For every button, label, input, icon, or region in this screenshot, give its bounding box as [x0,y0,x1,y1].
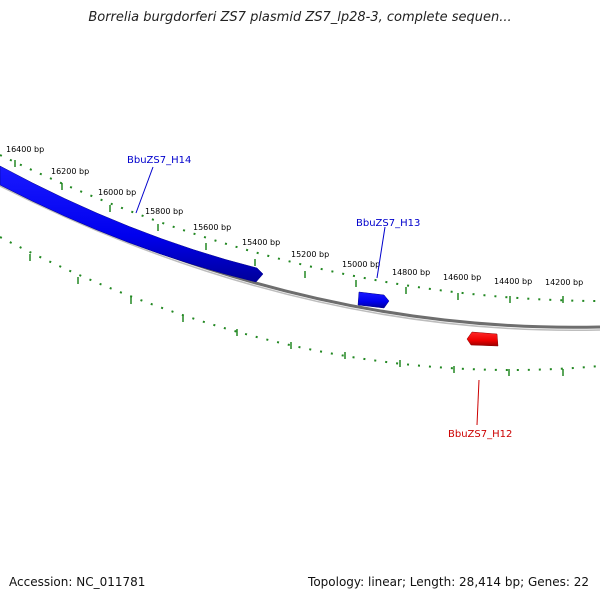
tick-label: 15000 bp [342,260,380,269]
leader-line-h13 [376,226,386,279]
gene-arrow-h12[interactable] [466,331,499,347]
backbone-inner [0,185,600,332]
inner-tick-track [0,236,600,371]
map-title: Borrelia burgdorferi ZS7 plasmid ZS7_lp2… [88,10,512,25]
tick-label: 16400 bp [6,145,44,154]
gene-label-h12[interactable]: BbuZS7_H12 [448,429,512,440]
accession-text: Accession: NC_011781 [9,575,146,589]
tick-label: 14600 bp [443,273,481,282]
gene-arrow-h13[interactable] [357,291,390,309]
tick-label: 14800 bp [392,268,430,277]
tick-label: 15400 bp [242,238,280,247]
summary-text: Topology: linear; Length: 28,414 bp; Gen… [308,575,589,589]
outer-tick-track [0,154,600,302]
leader-line-h14 [135,166,154,214]
tick-label: 14400 bp [494,277,532,286]
gene-arrow-h14[interactable] [0,165,264,283]
outer-major-ticks [14,160,564,303]
tick-label: 15600 bp [193,223,231,232]
tick-label: 15200 bp [291,250,329,259]
gene-label-h13[interactable]: BbuZS7_H13 [356,218,420,229]
tick-label: 16000 bp [98,188,136,197]
tick-labels: 16400 bp 16200 bp 16000 bp 15800 bp 1560… [6,145,583,287]
leader-line-h12 [476,379,480,426]
tick-label: 14200 bp [545,278,583,287]
tick-label: 15800 bp [145,207,183,216]
tick-label: 16200 bp [51,167,89,176]
inner-major-ticks [29,254,564,376]
gene-label-h14[interactable]: BbuZS7_H14 [127,155,191,166]
